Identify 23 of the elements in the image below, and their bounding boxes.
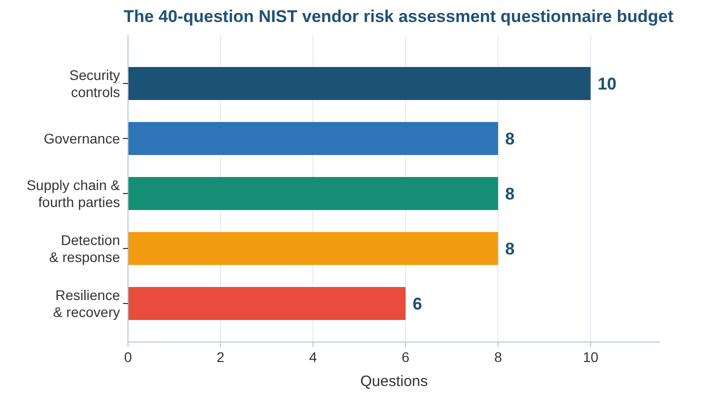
y-tick-label: Resilience & recovery [53, 286, 120, 320]
data-label: 6 [412, 294, 422, 314]
x-tick-label: 4 [309, 349, 318, 365]
y-tick-label: Detection & response [49, 232, 120, 265]
y-tick-label: Supply chain & fourth parties [26, 176, 121, 210]
bar [128, 287, 406, 320]
data-label: 8 [505, 129, 515, 148]
x-axis-title: Questions [360, 373, 428, 390]
y-tick-label: Security controls [69, 66, 120, 100]
data-label: 8 [505, 184, 515, 204]
x-tick-label: 6 [402, 349, 410, 365]
y-tick-label: Governance [44, 130, 120, 146]
bar [128, 232, 498, 265]
x-tick-label: 8 [494, 349, 502, 365]
chart-title: The 40-question NIST vendor risk assessment questionnaire budget [124, 7, 674, 26]
data-label: 8 [505, 239, 515, 258]
bar [128, 67, 591, 100]
x-tick-label: 2 [216, 349, 225, 365]
bar [128, 122, 498, 155]
bar [128, 177, 498, 210]
x-tick-label: 10 [582, 349, 599, 365]
x-tick-label: 0 [124, 349, 132, 365]
data-label: 10 [598, 74, 617, 94]
